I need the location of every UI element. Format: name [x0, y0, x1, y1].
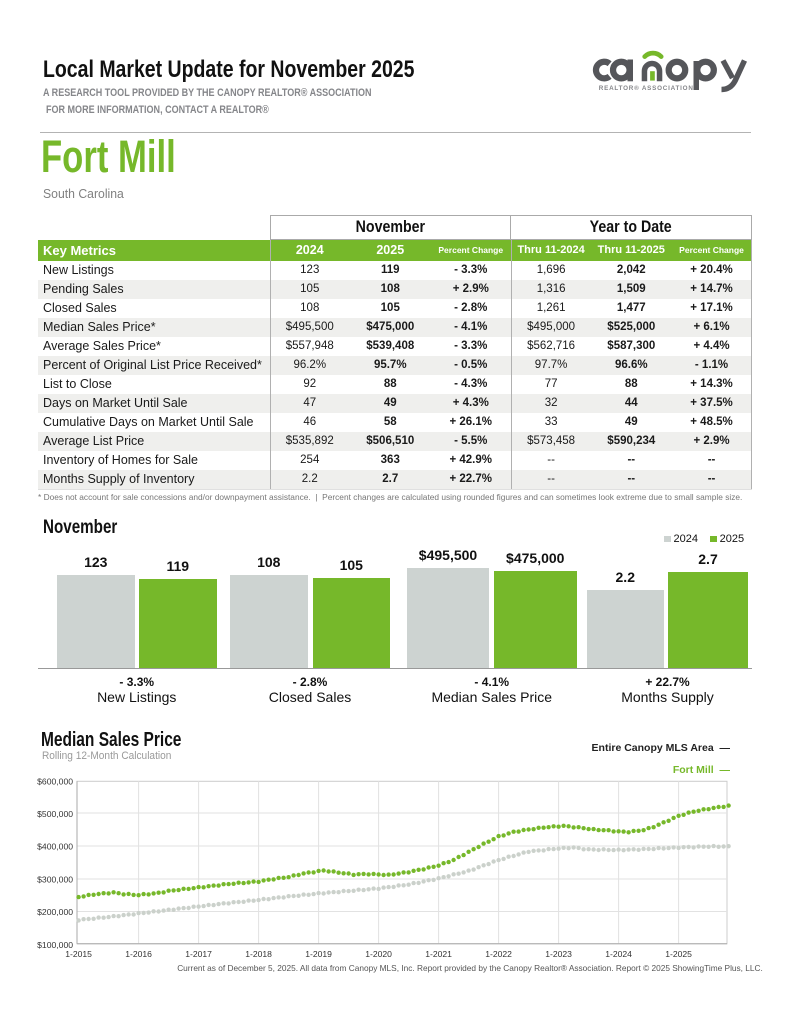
svg-text:$500,000: $500,000: [37, 809, 73, 819]
svg-text:1-2017: 1-2017: [185, 949, 212, 959]
svg-text:1-2022: 1-2022: [485, 949, 512, 959]
svg-text:1-2024: 1-2024: [605, 949, 632, 959]
svg-text:$300,000: $300,000: [37, 874, 73, 884]
svg-text:1-2025: 1-2025: [665, 949, 692, 959]
svg-text:1-2015: 1-2015: [65, 949, 92, 959]
svg-text:1-2016: 1-2016: [125, 949, 152, 959]
svg-text:REALTOR® ASSOCIATION: REALTOR® ASSOCIATION: [599, 84, 694, 92]
svg-text:$400,000: $400,000: [37, 842, 73, 852]
svg-text:$100,000: $100,000: [37, 940, 73, 950]
svg-text:1-2020: 1-2020: [365, 949, 392, 959]
svg-text:$200,000: $200,000: [37, 907, 73, 917]
svg-text:1-2021: 1-2021: [425, 949, 452, 959]
svg-text:1-2019: 1-2019: [305, 949, 332, 959]
svg-text:$600,000: $600,000: [37, 776, 73, 786]
svg-text:1-2018: 1-2018: [245, 949, 272, 959]
svg-text:1-2023: 1-2023: [545, 949, 572, 959]
